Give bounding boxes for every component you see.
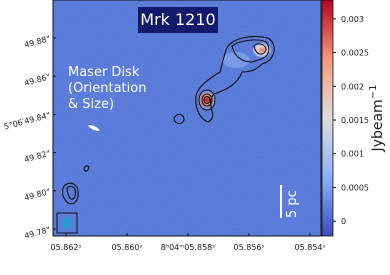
x-tick-label: 8ʰ04ᵐ05.858ˢ	[161, 243, 215, 252]
x-tick-label: 05.856ˢ	[234, 243, 265, 252]
x-tick-label: 05.854ˢ	[295, 243, 326, 252]
colorbar-tick-label: 0.003	[341, 15, 364, 24]
y-tick-label: 49.80"	[23, 187, 51, 203]
colorbar	[321, 0, 334, 237]
scale-bar-label: 5 pc	[285, 190, 300, 218]
colorbar-tick-label: 0.001	[341, 150, 364, 159]
annotation: (Orientation	[68, 81, 146, 96]
y-tick-label: 5°06′49.84"	[3, 111, 51, 132]
colorbar-tick-label: 0.0025	[341, 49, 369, 58]
y-tick-label: 49.82"	[23, 149, 51, 165]
x-tick-label: 05.862ˢ	[51, 243, 82, 252]
annotation: Maser Disk	[68, 65, 140, 80]
colorbar-label-base: Jybeam	[370, 99, 386, 152]
annotation: & Size)	[68, 97, 114, 112]
image-title: Mrk 1210	[140, 10, 215, 29]
y-tick-label: 49.88"	[23, 34, 51, 50]
image: Mrk 1210 Maser Disk (Orientation & Size)…	[52, 0, 322, 237]
colorbar-tick-label: 0.0015	[341, 116, 369, 125]
x-tick-label: 05.860ˢ	[112, 243, 143, 252]
colorbar-tick-label: 0.0005	[341, 183, 369, 192]
colorbar-tick-label: 0.002	[341, 82, 364, 91]
y-tick-label: 49.86"	[23, 72, 51, 88]
colorbar-tick-label: 0	[341, 217, 346, 226]
y-tick-label: 49.78"	[23, 225, 51, 241]
colorbar-label: Jybeam−1	[368, 85, 386, 153]
colorbar-label-exponent: −1	[368, 85, 379, 100]
